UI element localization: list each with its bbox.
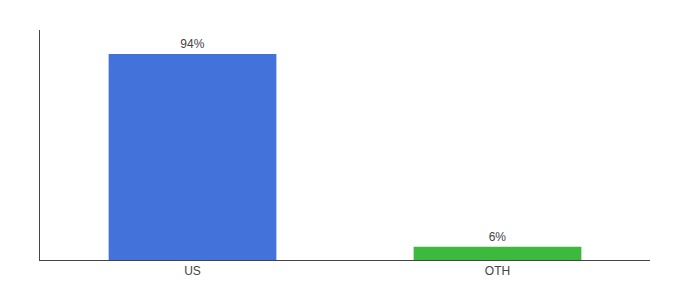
svg-text:US: US bbox=[184, 264, 201, 278]
svg-text:6%: 6% bbox=[489, 230, 507, 244]
svg-text:94%: 94% bbox=[180, 37, 204, 51]
svg-text:OTH: OTH bbox=[485, 264, 510, 278]
